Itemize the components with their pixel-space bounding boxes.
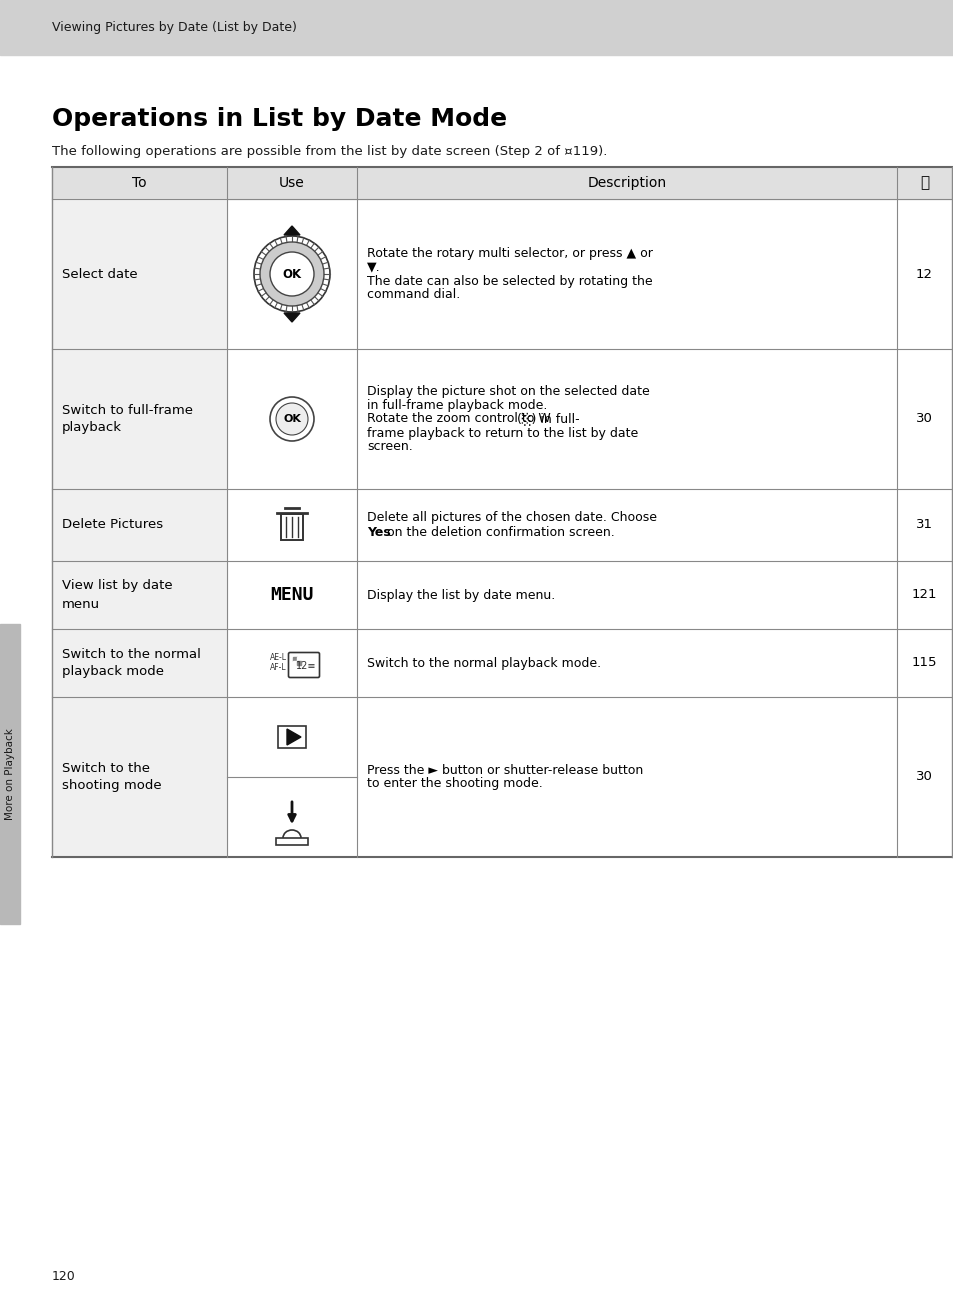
Text: 121: 121 (911, 589, 936, 602)
Polygon shape (287, 729, 301, 745)
Bar (293, 661, 296, 665)
Text: Description: Description (587, 176, 666, 191)
Bar (52, 198, 227, 350)
Bar (277, 727, 306, 748)
Text: Viewing Pictures by Date (List by Date): Viewing Pictures by Date (List by Date) (52, 21, 296, 34)
Bar (296, 657, 301, 661)
Circle shape (260, 242, 324, 306)
Text: 115: 115 (911, 657, 936, 670)
Text: on the deletion confirmation screen.: on the deletion confirmation screen. (383, 526, 615, 539)
Text: Display the picture shot on the selected date: Display the picture shot on the selected… (367, 385, 649, 398)
Text: command dial.: command dial. (367, 289, 459, 301)
Text: to enter the shooting mode.: to enter the shooting mode. (367, 778, 542, 791)
Text: Select date: Select date (62, 268, 137, 280)
Circle shape (270, 252, 314, 296)
Circle shape (275, 403, 308, 435)
Text: Switch to full-frame
playback: Switch to full-frame playback (62, 403, 193, 435)
Bar (52, 167, 951, 198)
FancyBboxPatch shape (288, 653, 319, 678)
Text: Switch to the normal
playback mode: Switch to the normal playback mode (62, 648, 201, 678)
Text: Use: Use (279, 176, 305, 191)
Text: ▼.: ▼. (367, 260, 380, 273)
Text: 31: 31 (915, 519, 932, 531)
Text: frame playback to return to the list by date: frame playback to return to the list by … (367, 427, 638, 439)
Polygon shape (284, 313, 299, 322)
Text: 30: 30 (915, 413, 932, 426)
Text: AF-L: AF-L (270, 664, 286, 673)
Bar (52, 561, 227, 629)
Text: Switch to the normal playback mode.: Switch to the normal playback mode. (367, 657, 600, 670)
Text: in full-frame playback mode.: in full-frame playback mode. (367, 398, 547, 411)
Text: View list by date
menu: View list by date menu (62, 579, 172, 611)
Circle shape (253, 237, 330, 311)
Text: OK: OK (283, 414, 300, 424)
Bar (52, 696, 227, 857)
Text: Rotate the zoom control to W: Rotate the zoom control to W (367, 413, 550, 426)
Bar (296, 661, 301, 665)
Bar (52, 350, 227, 489)
Text: 30: 30 (915, 770, 932, 783)
Bar (52, 629, 227, 696)
Text: Rotate the rotary multi selector, or press ▲ or: Rotate the rotary multi selector, or pre… (367, 247, 652, 259)
Bar (52, 489, 227, 561)
Text: AE-L: AE-L (269, 653, 286, 662)
Polygon shape (284, 226, 299, 235)
Bar (281, 514, 303, 540)
Text: 120: 120 (52, 1269, 75, 1282)
Text: Press the ► button or shutter-release button: Press the ► button or shutter-release bu… (367, 763, 642, 777)
Circle shape (270, 397, 314, 442)
Text: The following operations are possible from the list by date screen (Step 2 of ¤1: The following operations are possible fr… (52, 145, 607, 158)
Text: To: To (132, 176, 147, 191)
Text: Switch to the
shooting mode: Switch to the shooting mode (62, 762, 161, 792)
Text: More on Playback: More on Playback (5, 728, 15, 820)
Bar (0, 0, 953, 55)
Text: MENU: MENU (270, 586, 314, 604)
Text: OK: OK (282, 268, 301, 280)
Bar (293, 657, 296, 661)
Text: 12: 12 (915, 268, 932, 280)
Text: screen.: screen. (367, 440, 413, 453)
Bar (0, 624, 20, 924)
Text: Operations in List by Date Mode: Operations in List by Date Mode (52, 106, 507, 131)
Text: Delete Pictures: Delete Pictures (62, 519, 163, 531)
Bar (275, 838, 308, 845)
Text: (░) in full-: (░) in full- (512, 413, 578, 426)
Text: 12≡: 12≡ (295, 661, 315, 671)
Text: Yes: Yes (367, 526, 391, 539)
Text: The date can also be selected by rotating the: The date can also be selected by rotatin… (367, 275, 652, 288)
Text: Display the list by date menu.: Display the list by date menu. (367, 589, 555, 602)
Text: 📖: 📖 (919, 176, 928, 191)
Text: Delete all pictures of the chosen date. Choose: Delete all pictures of the chosen date. … (367, 511, 657, 524)
